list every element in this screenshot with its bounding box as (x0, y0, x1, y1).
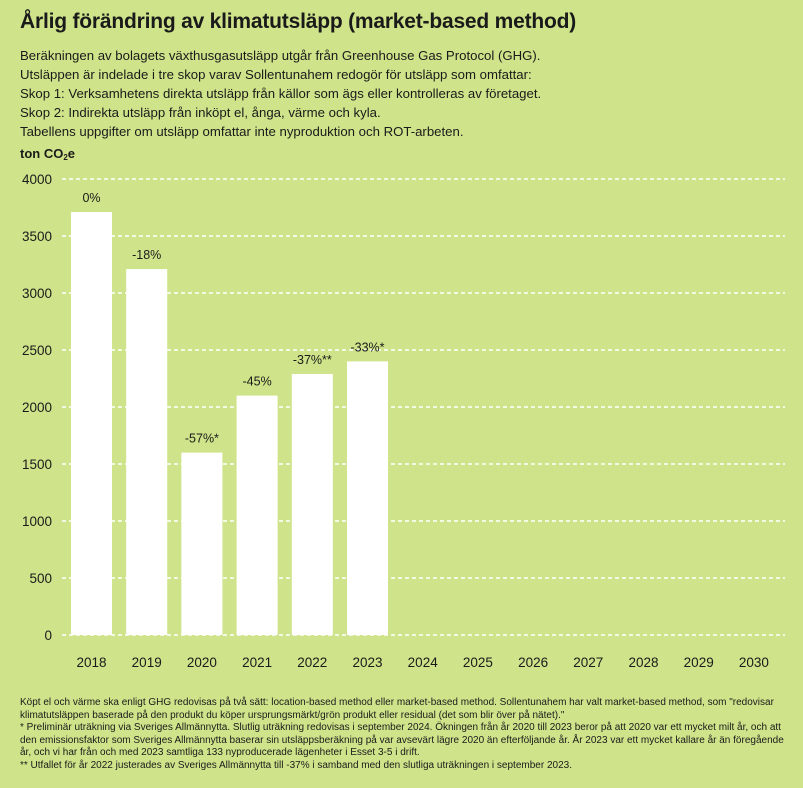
unit-suffix: e (67, 146, 76, 161)
bar (71, 212, 112, 635)
x-tick-label: 2028 (628, 655, 658, 670)
y-axis-unit-label: ton CO2e (20, 146, 75, 162)
y-tick-label: 3500 (22, 229, 52, 244)
y-tick-label: 1000 (22, 514, 52, 529)
footnote: Köpt el och värme ska enligt GHG redovis… (20, 697, 774, 721)
x-tick-label: 2018 (76, 655, 106, 670)
x-tick-label: 2021 (242, 655, 272, 670)
bar-layer (71, 212, 388, 635)
y-tick-label: 500 (29, 571, 52, 586)
x-tick-label: 2030 (739, 655, 769, 670)
y-tick-label: 4000 (22, 172, 52, 187)
bar (291, 373, 333, 635)
bar (347, 361, 388, 635)
x-tick-label: 2024 (408, 655, 439, 670)
x-tick-label: 2022 (297, 655, 327, 670)
x-tick-label: 2029 (684, 655, 714, 670)
bar-data-label: -37%** (293, 353, 332, 367)
intro-line: Skop 1: Verksamhetens direkta utsläpp fr… (20, 86, 542, 101)
x-tick-label: 2019 (132, 655, 162, 670)
chart-title: Årlig förändring av klimatutsläpp (marke… (20, 10, 577, 33)
bar-data-label: -33%* (350, 340, 384, 354)
intro-line: Tabellens uppgifter om utsläpp omfattar … (20, 124, 464, 139)
unit-subscript: 2 (63, 153, 68, 162)
footnotes: Köpt el och värme ska enligt GHG redovis… (20, 697, 792, 773)
bar (236, 395, 278, 635)
footnote: ** Utfallet för år 2022 justerades av Sv… (20, 759, 572, 771)
intro-line: Skop 2: Indirekta utsläpp från inköpt el… (20, 105, 381, 120)
y-tick-label: 3000 (22, 286, 52, 301)
x-axis-ticks: 2018 2019 2020 2021 2022 2023 2024 2025 2026 2027… (76, 655, 768, 670)
intro-line: Utsläppen är indelade i tre skop varav S… (20, 67, 532, 82)
unit-prefix: ton CO (20, 146, 64, 161)
bar-data-label: -57%* (185, 432, 219, 446)
y-tick-label: 0 (44, 628, 52, 643)
y-axis-ticks: 0 500 1000 1500 2000 2500 3000 3500 4000 (22, 172, 52, 643)
grid-layer (62, 178, 785, 636)
y-tick-label: 1500 (22, 457, 52, 472)
bar-data-label: 0% (82, 191, 100, 205)
x-tick-label: 2020 (187, 655, 217, 670)
x-tick-label: 2023 (352, 655, 382, 670)
bar-data-label: -18% (132, 248, 161, 262)
intro-text: Beräkningen av bolagets växthusgasutsläp… (20, 46, 790, 141)
y-tick-label: 2500 (22, 343, 52, 358)
bar (181, 452, 223, 635)
x-tick-label: 2027 (573, 655, 603, 670)
footnote: * Preliminär uträkning via Sveriges Allm… (20, 722, 784, 759)
bar-chart: 0% -18% -57%* -45% -37%** -33%* 0 500 1000 1500 2… (22, 172, 785, 670)
x-tick-label: 2025 (463, 655, 493, 670)
bar (126, 269, 168, 635)
label-layer: 0% -18% -57%* -45% -37%** -33%* (82, 191, 384, 446)
x-tick-label: 2026 (518, 655, 548, 670)
intro-line: Beräkningen av bolagets växthusgasutsläp… (20, 48, 541, 63)
y-tick-label: 2000 (22, 400, 52, 415)
bar-data-label: -45% (243, 375, 272, 389)
